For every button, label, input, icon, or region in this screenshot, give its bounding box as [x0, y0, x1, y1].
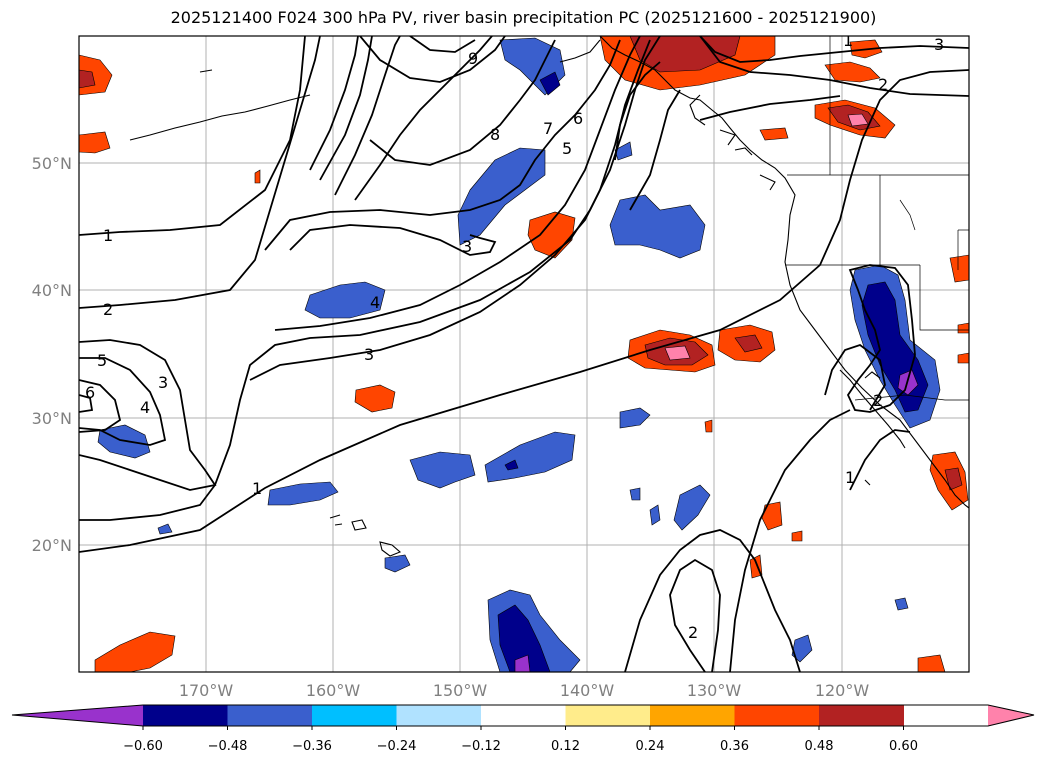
- map-title: 2025121400 F024 300 hPa PV, river basin …: [170, 8, 877, 27]
- pv-contours: [79, 36, 969, 672]
- contour-label: 3: [934, 35, 944, 54]
- lon-label: 170°W: [179, 681, 234, 700]
- lon-label: 160°W: [306, 681, 361, 700]
- contour-label: 3: [462, 237, 472, 256]
- colorbar-tick-label: −0.60: [123, 739, 163, 754]
- colorbar-swatch: [481, 705, 566, 726]
- colorbar-swatch: [819, 705, 904, 726]
- colorbar: −0.60 −0.48 −0.36 −0.24 −0.12 0.12 0.24 0.36 0.4…: [11, 704, 1035, 754]
- contour-label: 5: [97, 351, 107, 370]
- colorbar-tick-label: 0.36: [720, 739, 749, 754]
- colorbar-tick-label: 0.60: [889, 739, 918, 754]
- lon-label: 130°W: [687, 681, 742, 700]
- contour-label: 6: [85, 383, 95, 402]
- contour-label: 2: [688, 623, 698, 642]
- colorbar-swatch: [227, 705, 313, 726]
- colorbar-swatch: [734, 705, 820, 726]
- colorbar-tick-label: 0.12: [551, 739, 580, 754]
- contour-label: 1: [103, 226, 113, 245]
- lat-label: 20°N: [32, 536, 72, 555]
- contour-labels: 9 8 7 6 5 4 3 3 1 2 5 6 4 3 1 1 2 2 2 1 …: [85, 31, 944, 642]
- lat-label: 50°N: [32, 154, 72, 173]
- contour-label: 1: [252, 479, 262, 498]
- contour-label: 7: [543, 119, 553, 138]
- contour-label: 9: [468, 49, 478, 68]
- colorbar-swatch: [143, 705, 228, 726]
- lon-label: 140°W: [560, 681, 615, 700]
- colorbar-swatch: [650, 705, 735, 726]
- contour-label: 4: [370, 293, 380, 312]
- longitude-labels: 170°W 160°W 150°W 140°W 130°W 120°W: [179, 681, 870, 700]
- map-frame: [78, 35, 970, 673]
- lat-label: 40°N: [32, 281, 72, 300]
- contour-label: 5: [562, 139, 572, 158]
- contour-label: 2: [878, 75, 888, 94]
- contour-label: 6: [573, 109, 583, 128]
- map-content: 9 8 7 6 5 4 3 3 1 2 5 6 4 3 1 1 2 2 2 1 …: [79, 31, 969, 672]
- colorbar-tick-label: −0.36: [292, 739, 332, 754]
- contour-label: 4: [140, 398, 150, 417]
- political-borders: [785, 36, 969, 401]
- colorbar-tick-label: −0.48: [208, 739, 248, 754]
- colorbar-swatch: [312, 705, 397, 726]
- contour-label: 2: [103, 300, 113, 319]
- lat-label: 30°N: [32, 409, 72, 428]
- contour-label: 8: [490, 125, 500, 144]
- contour-label: 1: [843, 31, 853, 50]
- contour-label: 3: [158, 373, 168, 392]
- colorbar-extend-right: [988, 705, 1034, 726]
- colorbar-tick-label: −0.12: [461, 739, 501, 754]
- contour-label: 3: [364, 345, 374, 364]
- colorbar-tick-label: 0.48: [805, 739, 834, 754]
- lon-label: 120°W: [815, 681, 870, 700]
- positive-precip-blobs: [79, 36, 969, 672]
- colorbar-swatch: [565, 705, 651, 726]
- latitude-labels: 50°N 40°N 30°N 20°N: [32, 154, 72, 555]
- lon-label: 150°W: [433, 681, 488, 700]
- map-area: [79, 36, 969, 672]
- colorbar-swatch: [396, 705, 482, 726]
- colorbar-tick-label: −0.24: [377, 739, 417, 754]
- contour-label: 1: [845, 468, 855, 487]
- contour-label: 2: [873, 391, 883, 410]
- colorbar-extend-left: [12, 705, 143, 726]
- colorbar-tick-label: 0.24: [636, 739, 665, 754]
